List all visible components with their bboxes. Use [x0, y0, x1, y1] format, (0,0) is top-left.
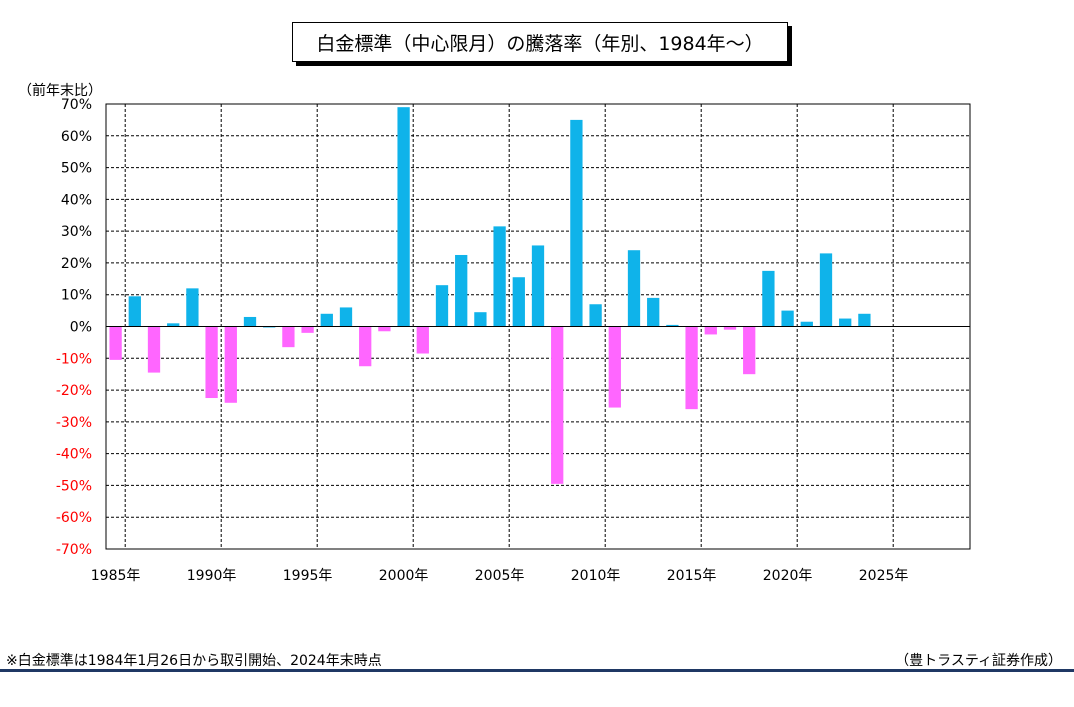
bar-2023: [839, 318, 852, 327]
bottom-rule: [0, 669, 1074, 672]
x-tick-label: 1985年: [91, 568, 141, 584]
bar-1992: [243, 316, 257, 327]
y-tick-label: 40%: [61, 192, 92, 208]
bar-2011: [608, 326, 621, 408]
plot-border: [105, 103, 971, 550]
bar-2013: [647, 297, 660, 327]
bar-2017: [723, 326, 737, 330]
bar-2003: [455, 254, 468, 327]
bar-1996: [320, 313, 333, 327]
x-tick-label: 2020年: [763, 568, 813, 584]
bar-2001: [416, 326, 429, 354]
bar-2016: [704, 326, 717, 335]
bar-2008: [551, 326, 564, 484]
bar-2022: [819, 253, 833, 327]
y-tick-label: 0%: [70, 320, 92, 336]
y-tick-label: 70%: [61, 97, 92, 113]
bar-2018: [743, 326, 756, 375]
bar-2014: [666, 324, 679, 327]
bar-1989: [186, 288, 199, 327]
source-credit: （豊トラスティ証券作成）: [895, 653, 1062, 669]
bar-1987: [147, 326, 161, 373]
bar-2021: [800, 321, 813, 327]
bar-1998: [359, 326, 372, 367]
y-tick-label: 60%: [61, 129, 92, 145]
bar-1991: [224, 326, 237, 403]
bar-2015: [685, 326, 698, 410]
bar-2024: [858, 313, 871, 327]
y-tick-label: 50%: [61, 161, 92, 177]
x-tick-label: 2005年: [475, 568, 525, 584]
chart-title-text: 白金標準（中心限月）の騰落率（年別、1984年～）: [316, 32, 764, 55]
bar-2005: [493, 226, 506, 327]
y-tick-label: -10%: [56, 351, 92, 367]
bar-2010: [589, 304, 602, 327]
bar-1990: [205, 326, 218, 399]
bar-2019: [762, 270, 775, 327]
y-tick-label: 10%: [61, 288, 92, 304]
bar-1999: [378, 326, 391, 332]
y-tick-label: -20%: [56, 383, 92, 399]
y-tick-label: -70%: [56, 542, 92, 558]
bar-2020: [781, 310, 794, 327]
y-axis-unit-label: （前年末比）: [18, 83, 102, 99]
x-tick-label: 1990年: [187, 568, 237, 584]
bar-1997: [339, 307, 353, 327]
bar-1986: [128, 296, 141, 327]
y-tick-label: -60%: [56, 510, 92, 526]
y-tick-label: 30%: [61, 224, 92, 240]
y-tick-label: -50%: [56, 478, 92, 494]
x-tick-label: 2010年: [571, 568, 621, 584]
x-tick-label: 1995年: [283, 568, 333, 584]
bar-1994: [282, 326, 295, 348]
x-tick-label: 2025年: [859, 568, 909, 584]
footnote: ※白金標準は1984年1月26日から取引開始、2024年末時点: [6, 653, 382, 669]
bar-2009: [570, 119, 583, 327]
chart-title: 白金標準（中心限月）の騰落率（年別、1984年～）: [292, 22, 788, 62]
bar-2012: [627, 250, 641, 327]
bar-1985: [109, 326, 122, 360]
y-tick-label: -40%: [56, 447, 92, 463]
y-tick-label: 20%: [61, 256, 92, 272]
y-tick-label: -30%: [56, 415, 92, 431]
x-tick-label: 2000年: [379, 568, 429, 584]
bar-2004: [474, 312, 487, 327]
bar-chart: 70% 60% 50% 40% 30% 20% 10% 0% -10% -20% -30% -40% -…: [56, 97, 971, 584]
bar-1995: [301, 326, 314, 333]
bar-2006: [512, 277, 525, 327]
bar-2000: [397, 107, 410, 327]
bar-1988: [167, 323, 180, 327]
bar-2007: [531, 245, 545, 327]
bar-2002: [435, 285, 449, 327]
x-tick-label: 2015年: [667, 568, 717, 584]
